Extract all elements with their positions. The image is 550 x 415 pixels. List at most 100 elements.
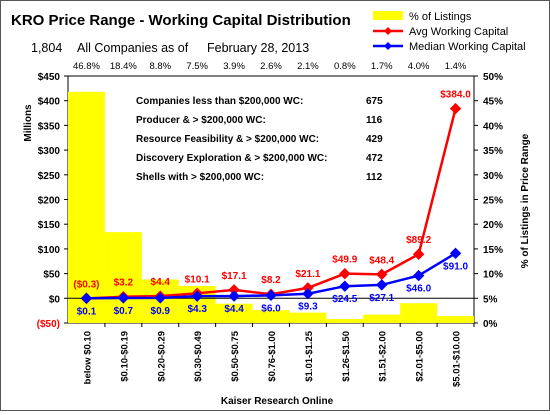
median-wc-point [228,290,240,302]
annotation-row-value: 472 [366,153,383,164]
median-wc-label: $0.7 [114,306,134,317]
x-axis-label: Kaiser Research Online [221,396,334,407]
avg-wc-label: $89.2 [406,235,431,246]
bar-listings [289,312,327,323]
avg-wc-label: $4.4 [151,277,171,288]
subtitle-date: February 28, 2013 [207,41,309,55]
x-tick-label: $1.26-$1.50 [341,331,352,382]
avg-wc-label: $10.1 [185,274,210,285]
x-tick-label: $0.76-$1.00 [267,331,278,382]
median-wc-label: $4.3 [187,304,207,315]
avg-wc-point [412,248,425,260]
annotation-row-label: Resource Feasibility & > $200,000 WC: [136,134,319,145]
avg-wc-label: $17.1 [222,271,247,282]
bar-listings [215,303,253,323]
chart-title: KRO Price Range - Working Capital Distri… [11,12,351,29]
right-tick-label: 0% [483,319,498,330]
bar-listings [104,232,142,323]
legend-swatch-listings [373,11,403,20]
median-wc-point [339,280,351,292]
median-wc-label: $24.5 [332,294,357,305]
bar-percent-label: 1.7% [371,61,393,72]
avg-wc-label: $49.9 [332,255,357,266]
left-tick-label: $50 [43,270,60,281]
bar-listings [252,310,290,323]
median-wc-point [412,269,425,282]
median-wc-point [191,290,203,302]
bar-percent-label: 18.4% [110,61,137,72]
bar-listings [363,314,401,323]
bar-percent-label: 46.8% [73,61,100,72]
median-wc-point [376,279,388,291]
median-wc-point [154,292,166,304]
left-tick-label: $350 [38,121,61,132]
left-tick-label: $250 [38,171,61,182]
median-wc-label: $46.0 [406,284,431,295]
annotation-row-label: Companies less than $200,000 WC: [136,96,303,107]
left-tick-label: ($50) [37,319,60,330]
bar-listings [400,303,438,323]
right-tick-label: 20% [483,220,503,231]
x-tick-label: below $0.10 [82,331,93,384]
annotation-row-label: Shells with > $200,000 WC: [136,172,264,183]
bar-percent-label: 3.9% [223,61,245,72]
right-tick-label: 50% [483,72,503,83]
bar-listings [326,319,364,323]
annotation-row-label: Producer & > $200,000 WC: [136,115,266,126]
annotation-row-value: 116 [366,115,383,126]
x-tick-label: $0.20-$0.29 [156,331,167,382]
subtitle-text: All Companies as of [77,41,189,55]
avg-wc-point [449,102,462,115]
bar-percent-label: 8.8% [149,61,171,72]
left-tick-label: $150 [38,220,61,231]
left-axis-label: Millions [23,104,34,142]
median-wc-label: $0.1 [77,306,97,317]
right-tick-label: 10% [483,270,503,281]
left-tick-label: $400 [38,97,61,108]
x-tick-label: $0.50-$0.75 [230,330,241,381]
bar-percent-label: 2.1% [297,61,319,72]
median-wc-point [302,287,314,300]
median-wc-point [80,292,93,304]
right-tick-label: 40% [483,121,503,132]
median-wc-label: $6.0 [261,303,281,314]
median-wc-point [117,292,130,304]
legend-label-median-wc: Median Working Capital [409,41,526,53]
left-tick-label: $200 [38,196,61,207]
avg-wc-label: $3.2 [114,278,134,289]
legend-label-listings: % of Listings [409,11,472,23]
avg-wc-label: $48.4 [369,255,394,266]
left-tick-label: $300 [38,146,61,157]
avg-wc-point [339,267,351,280]
median-wc-label: $91.0 [443,261,468,272]
subtitle-count: 1,804 [31,41,62,55]
annotation-row-value: 429 [366,134,383,145]
left-tick-label: $0 [49,294,61,305]
left-tick-label: $450 [38,72,61,83]
annotation-row-value: 112 [366,172,383,183]
avg-wc-label: $384.0 [440,90,471,101]
median-wc-label: $4.4 [224,304,244,315]
bar-percent-label: 4.0% [408,61,430,72]
bar-percent-label: 7.5% [186,61,208,72]
median-wc-point [265,289,277,302]
right-tick-label: 45% [483,97,503,108]
bar-listings [68,91,105,323]
right-tick-label: 5% [483,294,498,305]
annotation-row-label: Discovery Exploration & > $200,000 WC: [136,153,327,164]
bar-listings [437,316,474,323]
right-tick-label: 30% [483,171,503,182]
avg-wc-label: ($0.3) [73,279,99,290]
legend-marker-median-wc [384,42,392,50]
right-tick-label: 15% [483,245,503,256]
legend-marker-avg-wc [384,27,392,35]
legend-label-avg-wc: Avg Working Capital [409,26,508,38]
x-tick-label: $5.01-$10.00 [452,331,463,387]
median-wc-point [449,247,462,260]
right-tick-label: 25% [483,196,503,207]
x-tick-label: $1.01-$1.25 [304,330,315,381]
right-axis-label: % of Listings in Price Range [520,133,531,268]
x-tick-label: $2.01-$5.00 [415,331,426,382]
